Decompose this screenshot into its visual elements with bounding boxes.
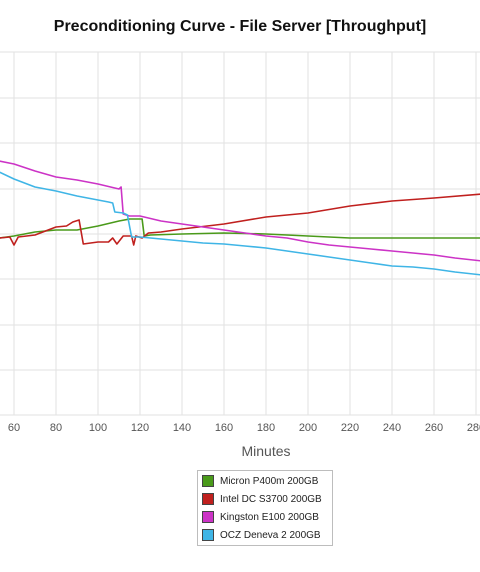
legend-item: OCZ Deneva 2 200GB <box>202 526 332 544</box>
x-tick-label: 260 <box>425 422 443 434</box>
x-tick-label: 240 <box>383 422 401 434</box>
legend-label: Kingston E100 200GB <box>220 511 319 523</box>
series-line-2 <box>0 193 480 246</box>
legend: Micron P400m 200GB Intel DC S3700 200GB Ki… <box>197 470 333 546</box>
x-tick-label: 160 <box>215 422 233 434</box>
x-tick-label: 280 <box>467 422 480 434</box>
legend-item: Micron P400m 200GB <box>202 472 332 490</box>
legend-item: Intel DC S3700 200GB <box>202 490 332 508</box>
legend-label: OCZ Deneva 2 200GB <box>220 529 321 541</box>
series-line-3 <box>0 160 480 262</box>
series-lines <box>0 160 480 276</box>
legend-swatch <box>202 511 214 523</box>
series-line-4 <box>0 171 480 276</box>
legend-item: Kingston E100 200GB <box>202 508 332 526</box>
legend-label: Micron P400m 200GB <box>220 475 319 487</box>
x-tick-label: 140 <box>173 422 191 434</box>
legend-label: Intel DC S3700 200GB <box>220 493 322 505</box>
x-tick-label: 200 <box>299 422 317 434</box>
chart-title: Preconditioning Curve - File Server [Thr… <box>53 18 427 35</box>
x-tick-label: 60 <box>8 422 20 434</box>
grid <box>0 51 480 416</box>
x-axis-ticks: 60 80 100 120 140 160 180 200 220 240 260 280 <box>8 422 480 434</box>
legend-swatch <box>202 529 214 541</box>
legend-swatch <box>202 475 214 487</box>
x-tick-label: 100 <box>89 422 107 434</box>
x-tick-label: 80 <box>50 422 62 434</box>
x-axis-title: Minutes <box>241 443 290 459</box>
legend-swatch <box>202 493 214 505</box>
x-tick-label: 180 <box>257 422 275 434</box>
x-tick-label: 120 <box>131 422 149 434</box>
x-tick-label: 220 <box>341 422 359 434</box>
